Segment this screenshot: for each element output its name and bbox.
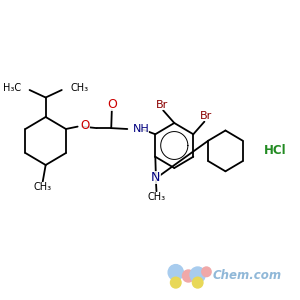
Text: HCl: HCl xyxy=(264,143,286,157)
Text: Br: Br xyxy=(156,100,168,110)
Text: NH: NH xyxy=(133,124,149,134)
Text: CH₃: CH₃ xyxy=(148,192,166,202)
Text: O: O xyxy=(107,98,117,111)
Text: H₃C: H₃C xyxy=(3,82,21,93)
Text: CH₃: CH₃ xyxy=(34,182,52,192)
Text: CH₃: CH₃ xyxy=(70,82,88,93)
Circle shape xyxy=(170,277,181,288)
Text: N: N xyxy=(151,171,160,184)
Circle shape xyxy=(190,267,205,283)
Text: Br: Br xyxy=(200,111,212,121)
Text: Chem.com: Chem.com xyxy=(212,269,281,282)
Circle shape xyxy=(168,265,183,280)
Circle shape xyxy=(182,270,194,282)
Circle shape xyxy=(202,267,211,277)
Text: O: O xyxy=(80,119,90,133)
Circle shape xyxy=(192,277,203,288)
